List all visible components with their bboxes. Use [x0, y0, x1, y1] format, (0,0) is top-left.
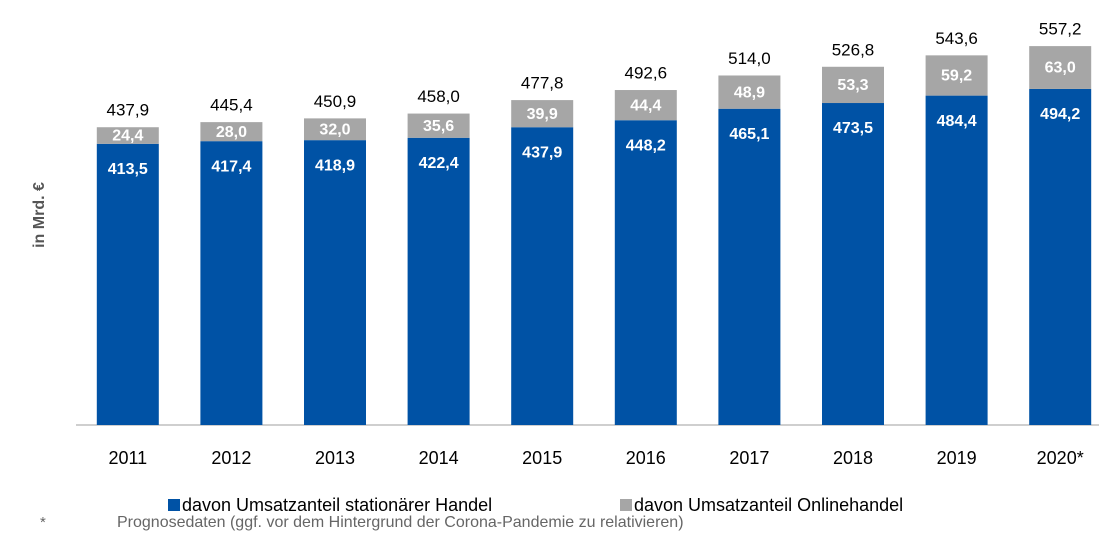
total-label: 526,8	[832, 40, 875, 59]
value-label: 494,2	[1040, 106, 1080, 123]
value-label: 437,9	[522, 144, 562, 161]
value-label: 484,4	[937, 113, 977, 130]
footnote: Prognosedaten (ggf. vor dem Hintergrund …	[117, 514, 684, 531]
value-label: 28,0	[216, 124, 247, 141]
bar-segment	[304, 140, 366, 425]
value-label: 39,9	[527, 106, 558, 123]
footnote-marker: *	[40, 514, 46, 531]
total-label: 458,0	[417, 87, 460, 106]
bar-segment	[1029, 88, 1092, 425]
value-label: 35,6	[423, 118, 454, 135]
x-tick-label: 2019	[937, 448, 977, 468]
value-label: 63,0	[1045, 60, 1076, 77]
total-label: 543,6	[935, 29, 978, 48]
bar-segment	[304, 118, 366, 141]
bar-segment	[407, 137, 470, 425]
x-tick-label: 2020*	[1037, 448, 1084, 468]
value-label: 59,2	[941, 68, 972, 85]
bar-segment	[1029, 46, 1092, 89]
bar-segment	[511, 100, 574, 128]
bar-segment	[925, 95, 988, 425]
value-label: 418,9	[315, 157, 355, 174]
total-label: 437,9	[107, 101, 150, 120]
value-label: 465,1	[729, 126, 769, 143]
total-label: 450,9	[314, 92, 357, 111]
x-tick-label: 2015	[522, 448, 562, 468]
legend-swatch	[620, 499, 632, 511]
y-axis-label: in Mrd. €	[31, 182, 48, 248]
bar-segment	[614, 120, 677, 425]
legend-label: davon Umsatzanteil stationärer Handel	[182, 495, 492, 515]
total-label: 514,0	[728, 49, 771, 68]
x-tick-label: 2018	[833, 448, 873, 468]
bar-segment	[822, 103, 884, 426]
bar-segment	[718, 108, 781, 426]
value-label: 473,5	[833, 120, 873, 137]
bar-segment	[200, 122, 263, 142]
value-label: 24,4	[112, 128, 143, 145]
bar-segment	[407, 113, 470, 138]
x-tick-label: 2014	[419, 448, 459, 468]
x-tick-label: 2012	[211, 448, 251, 468]
bar-segment	[96, 127, 159, 144]
total-label: 445,4	[210, 96, 253, 115]
value-label: 48,9	[734, 84, 765, 101]
x-tick-label: 2016	[626, 448, 666, 468]
value-label: 413,5	[108, 161, 148, 178]
value-label: 44,4	[630, 97, 661, 114]
bar-segment	[96, 143, 159, 425]
bar-segment	[200, 141, 263, 425]
bar-segment	[822, 66, 884, 104]
legend-label: davon Umsatzanteil Onlinehandel	[634, 495, 903, 515]
x-tick-label: 2011	[108, 448, 147, 468]
value-label: 448,2	[626, 137, 666, 154]
total-label: 477,8	[521, 74, 564, 93]
value-label: 422,4	[419, 155, 459, 172]
total-label: 557,2	[1039, 20, 1082, 39]
bar-segment	[925, 55, 988, 96]
bar-segment	[718, 75, 781, 109]
value-label: 417,4	[211, 158, 251, 175]
bar-segment	[614, 90, 677, 121]
x-tick-label: 2013	[315, 448, 355, 468]
total-label: 492,6	[625, 64, 668, 83]
bar-segment	[511, 127, 574, 425]
value-label: 32,0	[319, 121, 350, 138]
value-label: 53,3	[837, 77, 868, 94]
x-tick-label: 2017	[729, 448, 769, 468]
legend-swatch	[168, 499, 180, 511]
